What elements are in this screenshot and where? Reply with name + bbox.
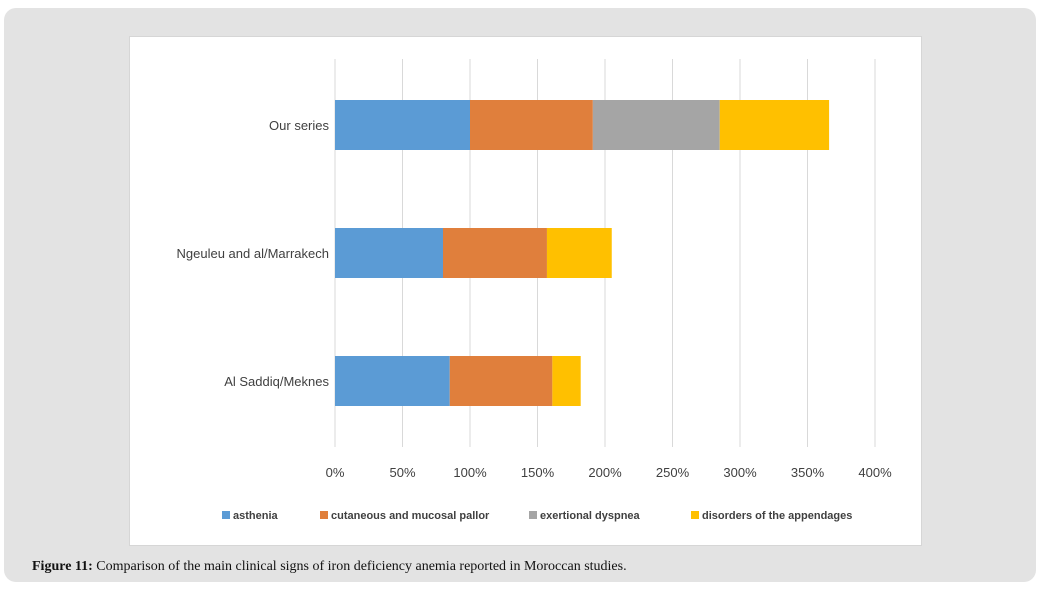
legend-label: cutaneous and mucosal pallor bbox=[331, 510, 490, 522]
legend-swatch bbox=[222, 511, 230, 519]
x-tick-label: 100% bbox=[453, 465, 487, 480]
legend: asthenia cutaneous and mucosal pallor exer… bbox=[222, 510, 852, 522]
bar-exertional-dyspnea-0 bbox=[592, 100, 720, 150]
category-label: Al Saddiq/Meknes bbox=[224, 374, 329, 389]
bar-disorders-of-the-appendages-2 bbox=[552, 356, 581, 406]
caption-label: Figure 11: bbox=[32, 559, 93, 574]
legend-swatch bbox=[320, 511, 328, 519]
x-tick-labels: 0% 50% 100% 150% 200% 250% 300% 350% 400% bbox=[326, 465, 892, 480]
x-tick-label: 350% bbox=[791, 465, 825, 480]
bar-asthenia-1 bbox=[335, 228, 443, 278]
bar-cutaneous-and-mucosal-pallor-0 bbox=[470, 100, 593, 150]
legend-swatch bbox=[529, 511, 537, 519]
bar-cutaneous-and-mucosal-pallor-2 bbox=[449, 356, 553, 406]
stacked-bar-chart: Our series Ngeuleu and al/Marrakech Al Sad… bbox=[177, 59, 892, 522]
legend-swatch bbox=[691, 511, 699, 519]
bar-asthenia-2 bbox=[335, 356, 450, 406]
figure-container: Our series Ngeuleu and al/Marrakech Al Sad… bbox=[4, 8, 1036, 582]
bars bbox=[335, 100, 830, 406]
bar-cutaneous-and-mucosal-pallor-1 bbox=[443, 228, 547, 278]
figure-caption: Figure 11: Comparison of the main clinic… bbox=[32, 559, 1022, 575]
x-tick-label: 50% bbox=[389, 465, 415, 480]
legend-label: asthenia bbox=[233, 510, 279, 522]
legend-label: exertional dyspnea bbox=[540, 510, 641, 522]
category-label: Ngeuleu and al/Marrakech bbox=[177, 246, 329, 261]
x-tick-label: 150% bbox=[521, 465, 555, 480]
legend-label: disorders of the appendages bbox=[702, 510, 852, 522]
category-label: Our series bbox=[269, 118, 329, 133]
chart-panel: Our series Ngeuleu and al/Marrakech Al Sad… bbox=[129, 36, 922, 546]
bar-disorders-of-the-appendages-0 bbox=[719, 100, 830, 150]
caption-text: Comparison of the main clinical signs of… bbox=[92, 559, 627, 574]
category-labels: Our series Ngeuleu and al/Marrakech Al Sad… bbox=[177, 118, 330, 389]
bar-disorders-of-the-appendages-1 bbox=[546, 228, 612, 278]
x-tick-label: 300% bbox=[723, 465, 757, 480]
bar-asthenia-0 bbox=[335, 100, 470, 150]
x-tick-label: 200% bbox=[588, 465, 622, 480]
x-tick-label: 400% bbox=[858, 465, 892, 480]
x-tick-label: 0% bbox=[326, 465, 345, 480]
x-tick-label: 250% bbox=[656, 465, 690, 480]
